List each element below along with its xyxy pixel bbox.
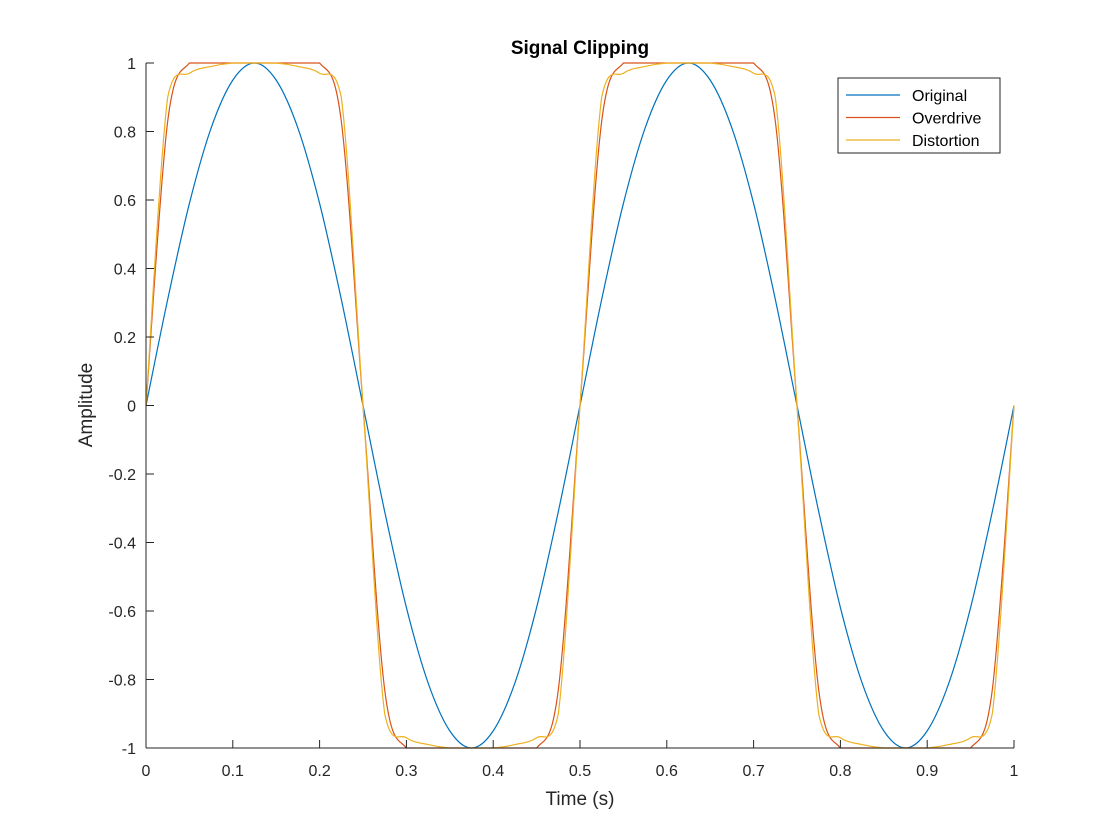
- legend-label-distortion: Distortion: [912, 133, 980, 150]
- y-tick-label: 0.6: [114, 193, 136, 210]
- legend-label-overdrive: Overdrive: [912, 111, 981, 128]
- x-tick-label: 1: [1010, 763, 1019, 780]
- x-tick-label: 0.1: [222, 763, 244, 780]
- x-tick-label: 0.7: [742, 763, 764, 780]
- y-tick-label: -0.8: [108, 673, 136, 690]
- axes-layer: 0 0.1 0.2 0.3 0.4 0.5 0.6 0.7 0.8 0.9 1 -1 -0.8 -0.6 -…: [108, 56, 1018, 780]
- x-tick-label: 0.6: [656, 763, 678, 780]
- legend: Original Overdrive Distortion: [837, 77, 1001, 154]
- x-tick-label: 0.8: [829, 763, 851, 780]
- chart-title: Signal Clipping: [511, 38, 649, 59]
- x-tick-label: 0.4: [482, 763, 504, 780]
- y-tick-label: 0.2: [114, 330, 136, 347]
- y-tick-label: 0.4: [114, 262, 136, 279]
- x-tick-label: 0.2: [308, 763, 330, 780]
- x-tick-label: 0: [142, 763, 151, 780]
- y-tick-label: -0.2: [108, 467, 136, 484]
- y-tick-label: -1: [122, 741, 136, 758]
- x-axis-label: Time (s): [546, 789, 615, 810]
- y-tick-label: 1: [127, 56, 136, 73]
- y-tick-label: -0.6: [108, 604, 136, 621]
- y-axis-label: Amplitude: [76, 363, 97, 448]
- legend-label-original: Original: [912, 88, 967, 105]
- y-tick-label: -0.4: [108, 536, 136, 553]
- series-line-distortion: [145, 62, 1015, 749]
- x-tick-label: 0.9: [916, 763, 938, 780]
- x-tick-label: 0.3: [395, 763, 417, 780]
- y-tick-label: 0: [127, 399, 136, 416]
- x-tick-label: 0.5: [569, 763, 591, 780]
- y-tick-label: 0.8: [114, 125, 136, 142]
